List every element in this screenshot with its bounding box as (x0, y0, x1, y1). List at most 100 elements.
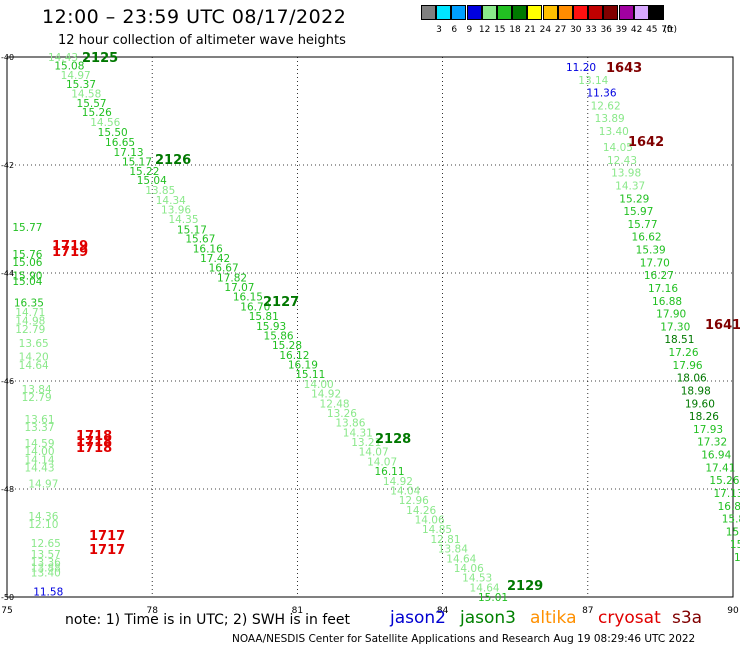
data-point-label: 17.07 (224, 282, 254, 294)
data-point-label: 17.90 (656, 309, 686, 321)
data-point-label: 14.64 (470, 582, 500, 594)
data-point-label: 16.70 (240, 301, 270, 313)
data-point-label: 11.20 (566, 62, 596, 74)
scale-swatch (466, 5, 482, 20)
chart-subtitle: 12 hour collection of altimeter wave hei… (58, 33, 346, 48)
pass-time-label: 1719 (52, 239, 88, 254)
satellite-label-jason3: jason3 (460, 608, 516, 628)
data-point-label: 13.14 (578, 75, 608, 87)
scale-label: 36 (600, 25, 612, 35)
y-tick-label: -44 (1, 269, 14, 278)
data-point-label: 14.06 (454, 563, 484, 575)
pass-time-label: 1718 (76, 435, 112, 450)
scale-label: 21 (524, 25, 536, 35)
data-point-label: 17.93 (693, 424, 723, 436)
data-point-label: 15.93 (256, 321, 286, 333)
data-point-label: 14.97 (28, 479, 58, 491)
data-point-label: 14.71 (15, 307, 45, 319)
data-point-label: 15.06 (12, 257, 42, 269)
data-point-label: 17.70 (640, 257, 670, 269)
data-point-label: 15.77 (627, 219, 657, 231)
data-point-label: 15.76 (12, 249, 42, 261)
data-point-label: 16.16 (193, 243, 223, 255)
data-point-label: 12.48 (320, 398, 350, 410)
data-point-label: 12.43 (607, 155, 637, 167)
data-point-label: 16.27 (644, 270, 674, 282)
data-point-label: 16.19 (288, 360, 318, 372)
pass-time-label: 1642 (628, 135, 664, 150)
data-point-label: 13.37 (24, 422, 54, 434)
scale-label: 30 (570, 25, 582, 35)
scale-unit: (ft) (663, 25, 677, 35)
data-point-label: 13.89 (595, 113, 625, 125)
data-point-label: 15.26 (709, 475, 739, 487)
data-point-label: 13.40 (599, 126, 629, 138)
data-point-label: 14.06 (415, 515, 445, 527)
data-point-label: 14.58 (71, 88, 101, 100)
data-point-label: 14.85 (422, 524, 452, 536)
data-point-label: 17.30 (660, 321, 690, 333)
data-point-label: 12.79 (15, 324, 45, 336)
data-point-label: 17.82 (217, 272, 247, 284)
data-point-label: 12.79 (22, 392, 52, 404)
data-point-label: 14.00 (304, 379, 334, 391)
pass-time-label: 1718 (76, 429, 112, 444)
data-point-label: 13.26 (327, 408, 357, 420)
data-point-label: 13.96 (161, 205, 191, 217)
data-point-label: 14.59 (24, 438, 54, 450)
data-point-label: 17.16 (648, 283, 678, 295)
y-tick-label: -40 (1, 53, 14, 62)
scale-label: 15 (494, 25, 506, 35)
scale-swatch (542, 5, 558, 20)
data-point-label: 14.56 (90, 117, 120, 129)
data-point-label: 17.13 (714, 488, 740, 500)
data-point-label: 18.98 (681, 385, 711, 397)
data-point-label: 18.06 (677, 373, 707, 385)
scale-label: 3 (436, 25, 442, 35)
data-point-label: 17.41 (705, 462, 735, 474)
scale-swatch (436, 5, 452, 20)
satellite-label-cryosat: cryosat (598, 608, 661, 628)
data-point-label: 15.17 (122, 157, 152, 169)
pass-time-label: 2129 (507, 579, 543, 594)
y-tick-label: -42 (1, 161, 14, 170)
data-point-label: 14.00 (24, 446, 54, 458)
data-point-label: 16.65 (105, 137, 135, 149)
x-tick-label: 90 (727, 606, 739, 616)
pass-time-label: 2128 (375, 432, 411, 447)
data-point-label: 15.0 (726, 526, 740, 538)
y-tick-label: -48 (1, 485, 14, 494)
data-point-label: 18.51 (664, 334, 694, 346)
data-point-label: 14.43 (48, 52, 78, 64)
scale-label: 6 (451, 25, 458, 35)
scale-swatch (421, 5, 436, 20)
data-point-label: 14.92 (383, 476, 413, 488)
scale-label: 70 (661, 25, 673, 35)
pass-time-label: 1641 (705, 318, 740, 333)
scale-swatch (481, 5, 497, 20)
data-point-label: 15.77 (12, 222, 42, 234)
scale-swatch (497, 5, 512, 20)
data-point-label: 15.11 (295, 369, 325, 381)
pass-time-label: 1718 (76, 441, 112, 456)
pass-time-label: 2125 (82, 51, 118, 66)
data-point-label: 13.61 (24, 414, 54, 426)
data-point-label: 16.80 (718, 501, 740, 513)
data-point-label: 14.37 (615, 180, 645, 192)
pass-time-label: 1717 (89, 543, 125, 558)
scale-swatch (649, 5, 664, 20)
data-point-label: 13.98 (611, 168, 641, 180)
data-point-label: 14.26 (406, 505, 436, 517)
data-point-label: 15 (734, 552, 740, 564)
data-point-label: 12.81 (430, 534, 460, 546)
x-tick-label: 84 (437, 606, 449, 616)
data-point-label: 16.15 (233, 292, 263, 304)
data-point-label: 14.05 (603, 142, 633, 154)
scale-label: 24 (539, 25, 552, 35)
data-point-label: 11.36 (586, 88, 616, 100)
data-point-label: 15.17 (177, 225, 207, 237)
data-point-label: 12.10 (28, 519, 58, 531)
data-point-label: 13.65 (19, 338, 49, 350)
chart-title: 12:00 – 23:59 UTC 08/17/2022 (42, 6, 347, 28)
